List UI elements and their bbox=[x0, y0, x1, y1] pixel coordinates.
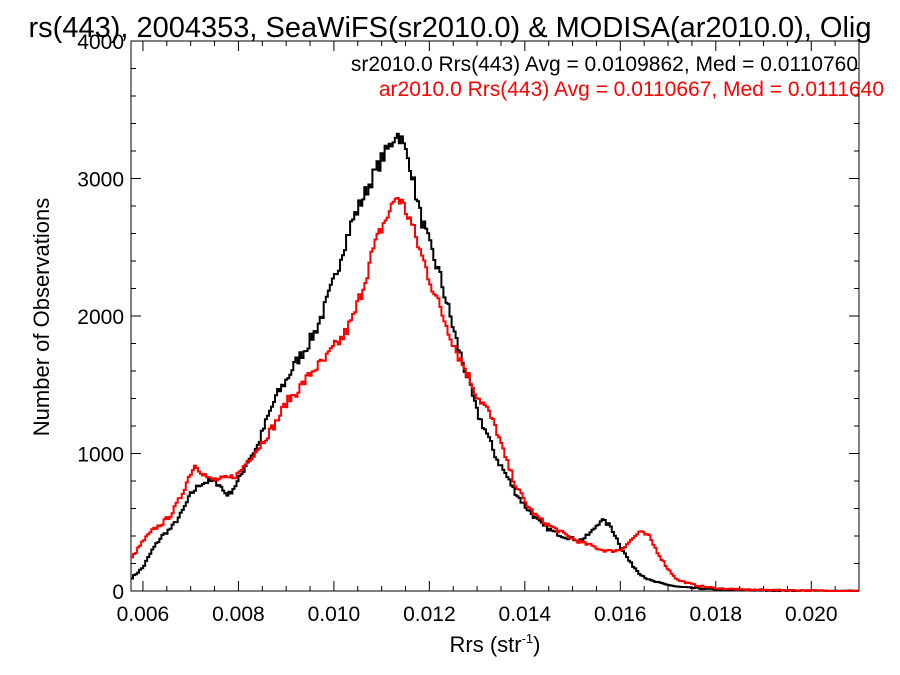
y-tick-label: 4000 bbox=[77, 31, 124, 54]
plot-frame bbox=[130, 40, 860, 592]
legend-entry-ar2010: ar2010.0 Rrs(443) Avg = 0.0110667, Med =… bbox=[379, 78, 884, 101]
x-axis-label: Rrs (str-1) bbox=[450, 631, 541, 657]
x-tick-label: 0.010 bbox=[308, 603, 361, 626]
series-line-0 bbox=[131, 132, 859, 592]
y-tick-label: 2000 bbox=[77, 306, 124, 329]
x-tick-label: 0.018 bbox=[690, 603, 743, 626]
x-tick-label: 0.006 bbox=[117, 603, 170, 626]
y-tick-label: 1000 bbox=[77, 444, 124, 467]
x-tick-label: 0.020 bbox=[785, 603, 838, 626]
y-tick-label: 0 bbox=[112, 581, 124, 604]
x-tick-label: 0.012 bbox=[403, 603, 456, 626]
x-axis-label-superscript: -1 bbox=[522, 631, 534, 646]
x-tick-label: 0.016 bbox=[594, 603, 647, 626]
y-axis-label: Number of Observations bbox=[29, 198, 54, 436]
x-tick-label: 0.014 bbox=[499, 603, 552, 626]
x-tick-label: 0.008 bbox=[212, 603, 265, 626]
series-layer bbox=[131, 132, 859, 592]
legend-entry-sr2010: sr2010.0 Rrs(443) Avg = 0.0109862, Med =… bbox=[351, 53, 858, 76]
chart-title: rs(443), 2004353, SeaWiFS(sr2010.0) & MO… bbox=[29, 12, 872, 44]
x-axis-label-main: Rrs (str bbox=[450, 632, 522, 657]
axes: 0.006 0.008 0.010 0.012 0.014 0.016 0.018 0.020… bbox=[77, 31, 860, 626]
x-axis-label-end: ) bbox=[533, 632, 540, 657]
y-tick-label: 3000 bbox=[77, 169, 124, 192]
series-line-1 bbox=[131, 197, 859, 592]
